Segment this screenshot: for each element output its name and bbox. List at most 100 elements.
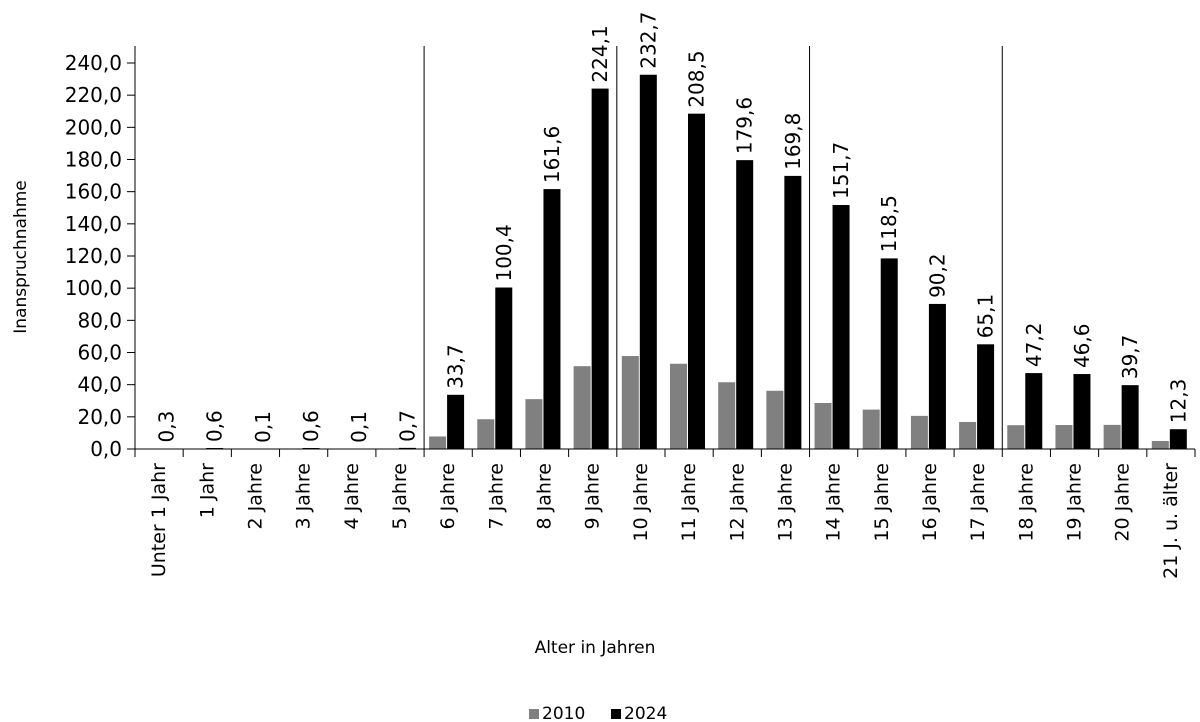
bar-2010 (621, 356, 639, 449)
x-category-label: 4 Jahre (341, 463, 363, 530)
x-category-label: 8 Jahre (534, 463, 556, 530)
data-label: 118,5 (877, 195, 901, 252)
x-category-label: 2 Jahre (244, 463, 266, 530)
bar-2010 (477, 419, 495, 449)
y-axis: 0,0 20,0 40,0 60,0 80,0 100,0 120,0 140,0 160,0 1… (65, 46, 136, 461)
bar-2010 (429, 436, 447, 449)
data-label: 90,2 (925, 253, 949, 298)
x-category-label: 14 Jahre (823, 463, 845, 542)
bar-2010 (718, 382, 736, 449)
bar-2010 (1103, 424, 1121, 449)
data-label: 0,6 (203, 410, 227, 442)
bar-2024 (1169, 429, 1187, 449)
bar-2010 (670, 363, 687, 449)
legend-label-2010: 2010 (542, 704, 585, 722)
bar-2010 (573, 366, 591, 449)
data-label: 0,6 (299, 410, 323, 442)
data-label: 232,7 (636, 11, 660, 68)
bar-2010 (525, 399, 543, 449)
y-axis-title: Inanspruchnahme (11, 180, 31, 334)
data-label: 0,1 (347, 411, 371, 443)
bar-2024 (447, 394, 465, 449)
x-category-label: 1 Jahr (196, 463, 218, 518)
data-label: 0,1 (251, 411, 275, 443)
x-axis-title: Alter in Jahren (535, 638, 656, 658)
bar-2024 (543, 189, 561, 450)
x-category-label: 15 Jahre (871, 463, 893, 542)
bar-2010 (1151, 440, 1169, 449)
data-label: 39,7 (1118, 335, 1142, 380)
bar-2024 (591, 88, 609, 449)
x-category-label: 17 Jahre (967, 463, 989, 542)
data-label: 100,4 (492, 224, 516, 281)
x-category-label: 3 Jahre (293, 463, 315, 530)
x-category-label: 6 Jahre (437, 463, 459, 530)
bar-2024 (398, 447, 416, 449)
y-tick-label: 100,0 (65, 276, 122, 300)
data-label: 12,3 (1166, 379, 1190, 424)
data-label: 47,2 (1022, 323, 1046, 368)
legend-swatch-2024 (611, 709, 621, 719)
x-category-label: 18 Jahre (1015, 463, 1037, 542)
bar-2010 (862, 409, 880, 449)
data-label: 224,1 (588, 25, 612, 82)
bar-2024 (688, 113, 705, 449)
data-label: 161,6 (540, 126, 564, 183)
bar-2024 (1121, 385, 1139, 449)
y-tick-label: 160,0 (65, 180, 122, 204)
bar-labels: 0,3 0,6 0,1 0,6 0,1 0,7 33,7 100,4 161,6 224,1 232… (155, 11, 1191, 442)
x-category-label: 12 Jahre (726, 463, 748, 542)
legend-label-2024: 2024 (624, 704, 667, 722)
x-category-label: 16 Jahre (919, 463, 941, 542)
x-category-label: 19 Jahre (1064, 463, 1086, 542)
y-tick-label: 240,0 (65, 51, 122, 75)
bar-2010 (766, 390, 784, 449)
data-label: 169,8 (781, 113, 805, 170)
x-category-label: 11 Jahre (678, 463, 700, 542)
bar-2024 (880, 258, 898, 449)
y-tick-label: 180,0 (65, 148, 122, 172)
bar-2010 (959, 421, 977, 449)
bar-2024 (1073, 374, 1091, 449)
bar-2010 (1007, 425, 1025, 449)
y-tick-label: 20,0 (77, 405, 122, 429)
bar-2024 (639, 74, 657, 449)
bar-2024 (736, 160, 754, 450)
data-label: 0,7 (395, 410, 419, 442)
bar-2024 (928, 303, 946, 449)
y-tick-label: 40,0 (77, 373, 122, 397)
y-tick-label: 80,0 (77, 308, 122, 332)
bars (158, 74, 1187, 450)
bar-2024 (784, 175, 802, 449)
bar-2024 (1025, 373, 1043, 449)
x-category-label: 10 Jahre (630, 463, 652, 542)
bar-2010 (814, 403, 832, 449)
bar-2010 (1055, 425, 1073, 449)
data-label: 179,6 (733, 97, 757, 154)
data-label: 151,7 (829, 142, 853, 199)
data-label: 46,6 (1070, 324, 1094, 369)
data-label: 33,7 (444, 344, 468, 389)
x-category-label: 9 Jahre (582, 463, 604, 530)
legend-swatch-2010 (529, 709, 539, 719)
group-separators (423, 46, 1003, 449)
bar-2010 (910, 415, 928, 449)
y-tick-label: 120,0 (65, 244, 122, 268)
y-tick-label: 200,0 (65, 115, 122, 139)
bar-2024 (495, 287, 513, 449)
legend: 2010 2024 (529, 704, 667, 722)
bar-2024 (977, 344, 995, 449)
x-category-label: 5 Jahre (389, 463, 411, 530)
y-tick-label: 60,0 (77, 341, 122, 365)
bar-2024 (832, 205, 850, 449)
x-category-label: 20 Jahre (1112, 463, 1134, 542)
x-axis: Unter 1 Jahr 1 Jahr 2 Jahre 3 Jahre 4 Jahre 5… (134, 448, 1196, 579)
x-category-label: 7 Jahre (485, 463, 507, 530)
x-category-label: 13 Jahre (774, 463, 796, 542)
y-tick-label: 0,0 (90, 437, 122, 461)
y-tick-label: 220,0 (65, 83, 122, 107)
x-category-label: 21 J. u. älter (1160, 463, 1182, 579)
y-tick-label: 140,0 (65, 212, 122, 236)
x-category-label: Unter 1 Jahr (148, 463, 170, 577)
